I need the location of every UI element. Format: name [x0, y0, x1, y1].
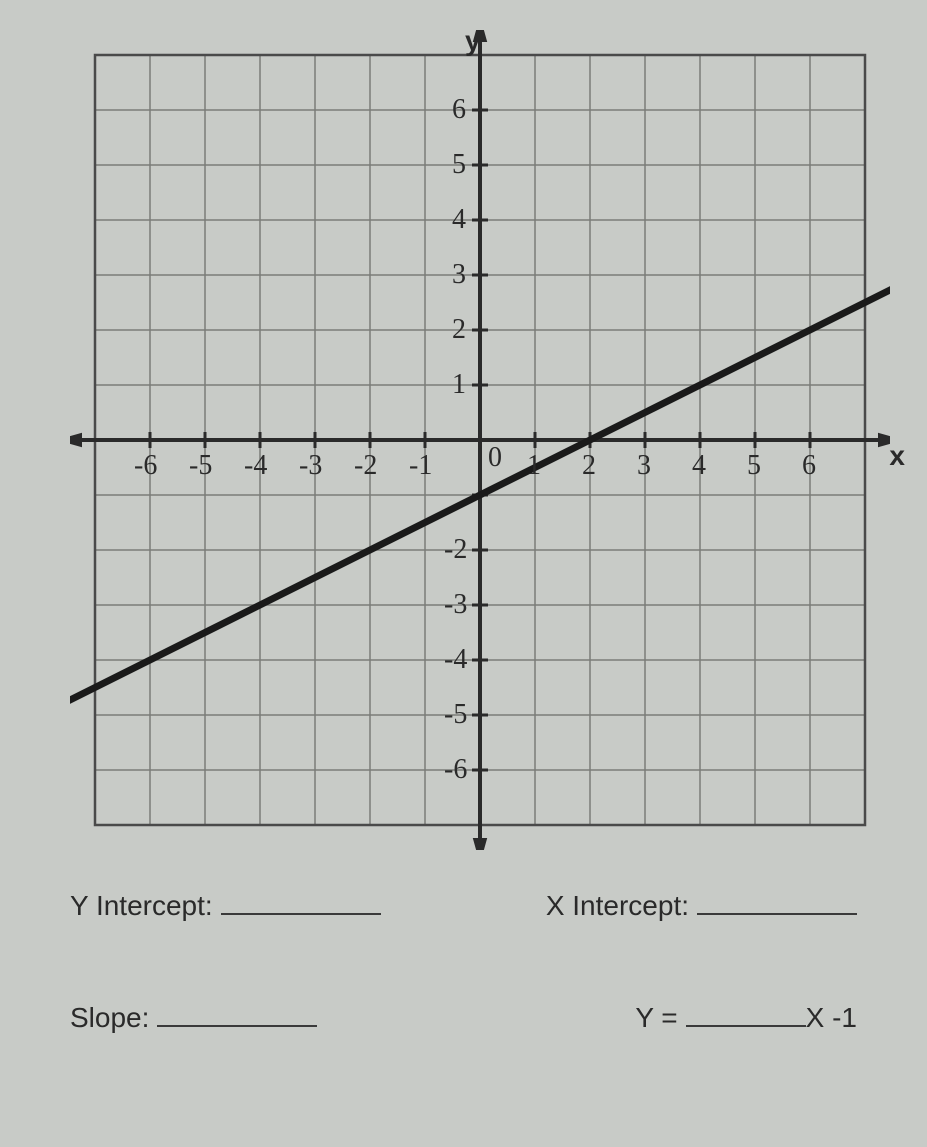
y-tick-1: 1 [452, 369, 466, 401]
x-tick-4: 4 [692, 450, 706, 482]
graph-svg [70, 30, 890, 850]
coordinate-graph: y x -6-5-4-3-2-10123456654321-2-3-4-5-6 [70, 30, 890, 850]
x-intercept-blank[interactable] [697, 913, 857, 915]
equation-prefix: Y = [635, 1002, 677, 1034]
x-tick--3: -3 [299, 450, 322, 482]
y-tick-6: 6 [452, 94, 466, 126]
y-tick-2: 2 [452, 314, 466, 346]
x-tick-3: 3 [637, 450, 651, 482]
slope-blank[interactable] [157, 1025, 317, 1027]
y-tick--2: -2 [444, 534, 467, 566]
equation-question: Y = X -1 [635, 1002, 857, 1034]
y-intercept-question: Y Intercept: [70, 890, 381, 922]
y-tick--6: -6 [444, 754, 467, 786]
x-tick-2: 2 [582, 450, 596, 482]
x-tick-5: 5 [747, 450, 761, 482]
equation-suffix: X -1 [806, 1002, 857, 1034]
y-intercept-label: Y Intercept: [70, 890, 213, 922]
x-axis-label: x [889, 440, 905, 472]
equation-blank[interactable] [686, 1025, 806, 1027]
slope-label: Slope: [70, 1002, 149, 1034]
slope-question: Slope: [70, 1002, 317, 1034]
y-tick--3: -3 [444, 589, 467, 621]
y-tick--5: -5 [444, 699, 467, 731]
intercept-row: Y Intercept: X Intercept: [70, 890, 857, 922]
x-tick--4: -4 [244, 450, 267, 482]
y-tick-5: 5 [452, 149, 466, 181]
slope-equation-row: Slope: Y = X -1 [70, 1002, 857, 1034]
y-tick-4: 4 [452, 204, 466, 236]
y-tick-3: 3 [452, 259, 466, 291]
x-tick--6: -6 [134, 450, 157, 482]
y-intercept-blank[interactable] [221, 913, 381, 915]
answer-section: Y Intercept: X Intercept: Slope: Y = X -… [40, 890, 887, 1034]
x-tick-1: 1 [527, 450, 541, 482]
x-tick--1: -1 [409, 450, 432, 482]
x-tick--2: -2 [354, 450, 377, 482]
y-tick--4: -4 [444, 644, 467, 676]
x-intercept-question: X Intercept: [546, 890, 857, 922]
x-tick-6: 6 [802, 450, 816, 482]
x-tick--5: -5 [189, 450, 212, 482]
x-intercept-label: X Intercept: [546, 890, 689, 922]
origin-label: 0 [488, 442, 502, 474]
y-axis-label: y [465, 25, 481, 57]
